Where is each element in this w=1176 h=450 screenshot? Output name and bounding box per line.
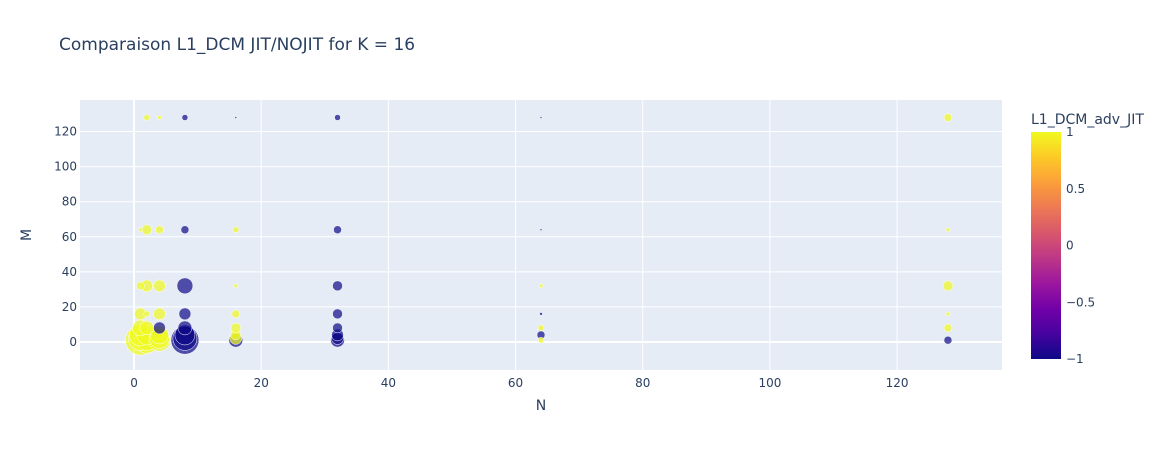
data-point: [537, 324, 545, 332]
data-point: [332, 308, 343, 320]
y-tick-label: 120: [54, 125, 77, 139]
x-tick-label: 100: [758, 376, 781, 390]
data-point: [538, 283, 544, 289]
data-point: [230, 322, 242, 334]
data-point: [943, 113, 953, 122]
data-point: [537, 336, 545, 344]
data-point: [539, 312, 543, 316]
y-tick-labels: 0 20 40 60 80 100 120: [54, 125, 77, 349]
data-point: [334, 114, 341, 121]
colorbar-title: L1_DCM_adv_JIT: [1031, 112, 1144, 128]
data-point: [333, 225, 342, 234]
data-point: [943, 335, 953, 345]
data-point: [153, 307, 166, 321]
x-tick-label: 60: [508, 376, 523, 390]
data-point: [153, 279, 166, 293]
data-point: [945, 227, 951, 232]
colorbar-tick-label: −1: [1066, 352, 1084, 366]
data-point: [143, 310, 151, 318]
colorbar-tick-label: 0: [1066, 239, 1074, 253]
colorbar: [1031, 132, 1061, 359]
data-point: [139, 320, 155, 336]
data-point: [332, 280, 343, 292]
data-point: [181, 114, 189, 121]
data-point: [157, 115, 162, 120]
data-point: [143, 114, 151, 121]
y-tick-label: 40: [62, 265, 77, 279]
data-point: [233, 283, 239, 289]
data-point: [180, 225, 190, 234]
colorbar-tick-label: −0.5: [1066, 295, 1095, 309]
x-axis-title: N: [536, 398, 546, 414]
x-tick-label: 40: [381, 376, 396, 390]
data-point: [177, 320, 193, 336]
y-tick-label: 80: [62, 195, 77, 209]
data-point: [539, 228, 543, 231]
colorbar-tick-label: 1: [1066, 125, 1074, 139]
data-point: [138, 227, 143, 232]
x-tick-label: 0: [130, 376, 138, 390]
data-point: [539, 116, 543, 119]
colorbar-tick-labels: 1 0.5 0 −0.5 −1: [1066, 125, 1095, 366]
y-tick-label: 0: [69, 335, 77, 349]
data-points: [125, 113, 954, 356]
data-point: [141, 224, 153, 235]
data-point: [232, 226, 240, 233]
data-point: [176, 277, 194, 295]
data-point: [945, 311, 951, 317]
data-point: [155, 225, 164, 234]
x-tick-label: 120: [886, 376, 909, 390]
data-point: [153, 321, 166, 335]
y-tick-label: 20: [62, 300, 77, 314]
x-tick-labels: 0 20 40 60 80 100 120: [130, 376, 908, 390]
data-point: [178, 307, 192, 321]
x-tick-label: 80: [635, 376, 650, 390]
chart-title: Comparaison L1_DCM JIT/NOJIT for K = 16: [59, 35, 415, 55]
data-point: [942, 280, 954, 292]
y-tick-label: 100: [54, 160, 77, 174]
data-point: [231, 309, 241, 319]
y-tick-label: 60: [62, 230, 77, 244]
data-point: [234, 116, 238, 119]
data-point: [332, 322, 343, 334]
x-tick-label: 20: [254, 376, 269, 390]
data-point: [136, 281, 145, 291]
y-axis-title: M: [19, 229, 35, 241]
data-point: [943, 323, 953, 333]
colorbar-tick-label: 0.5: [1066, 182, 1085, 196]
